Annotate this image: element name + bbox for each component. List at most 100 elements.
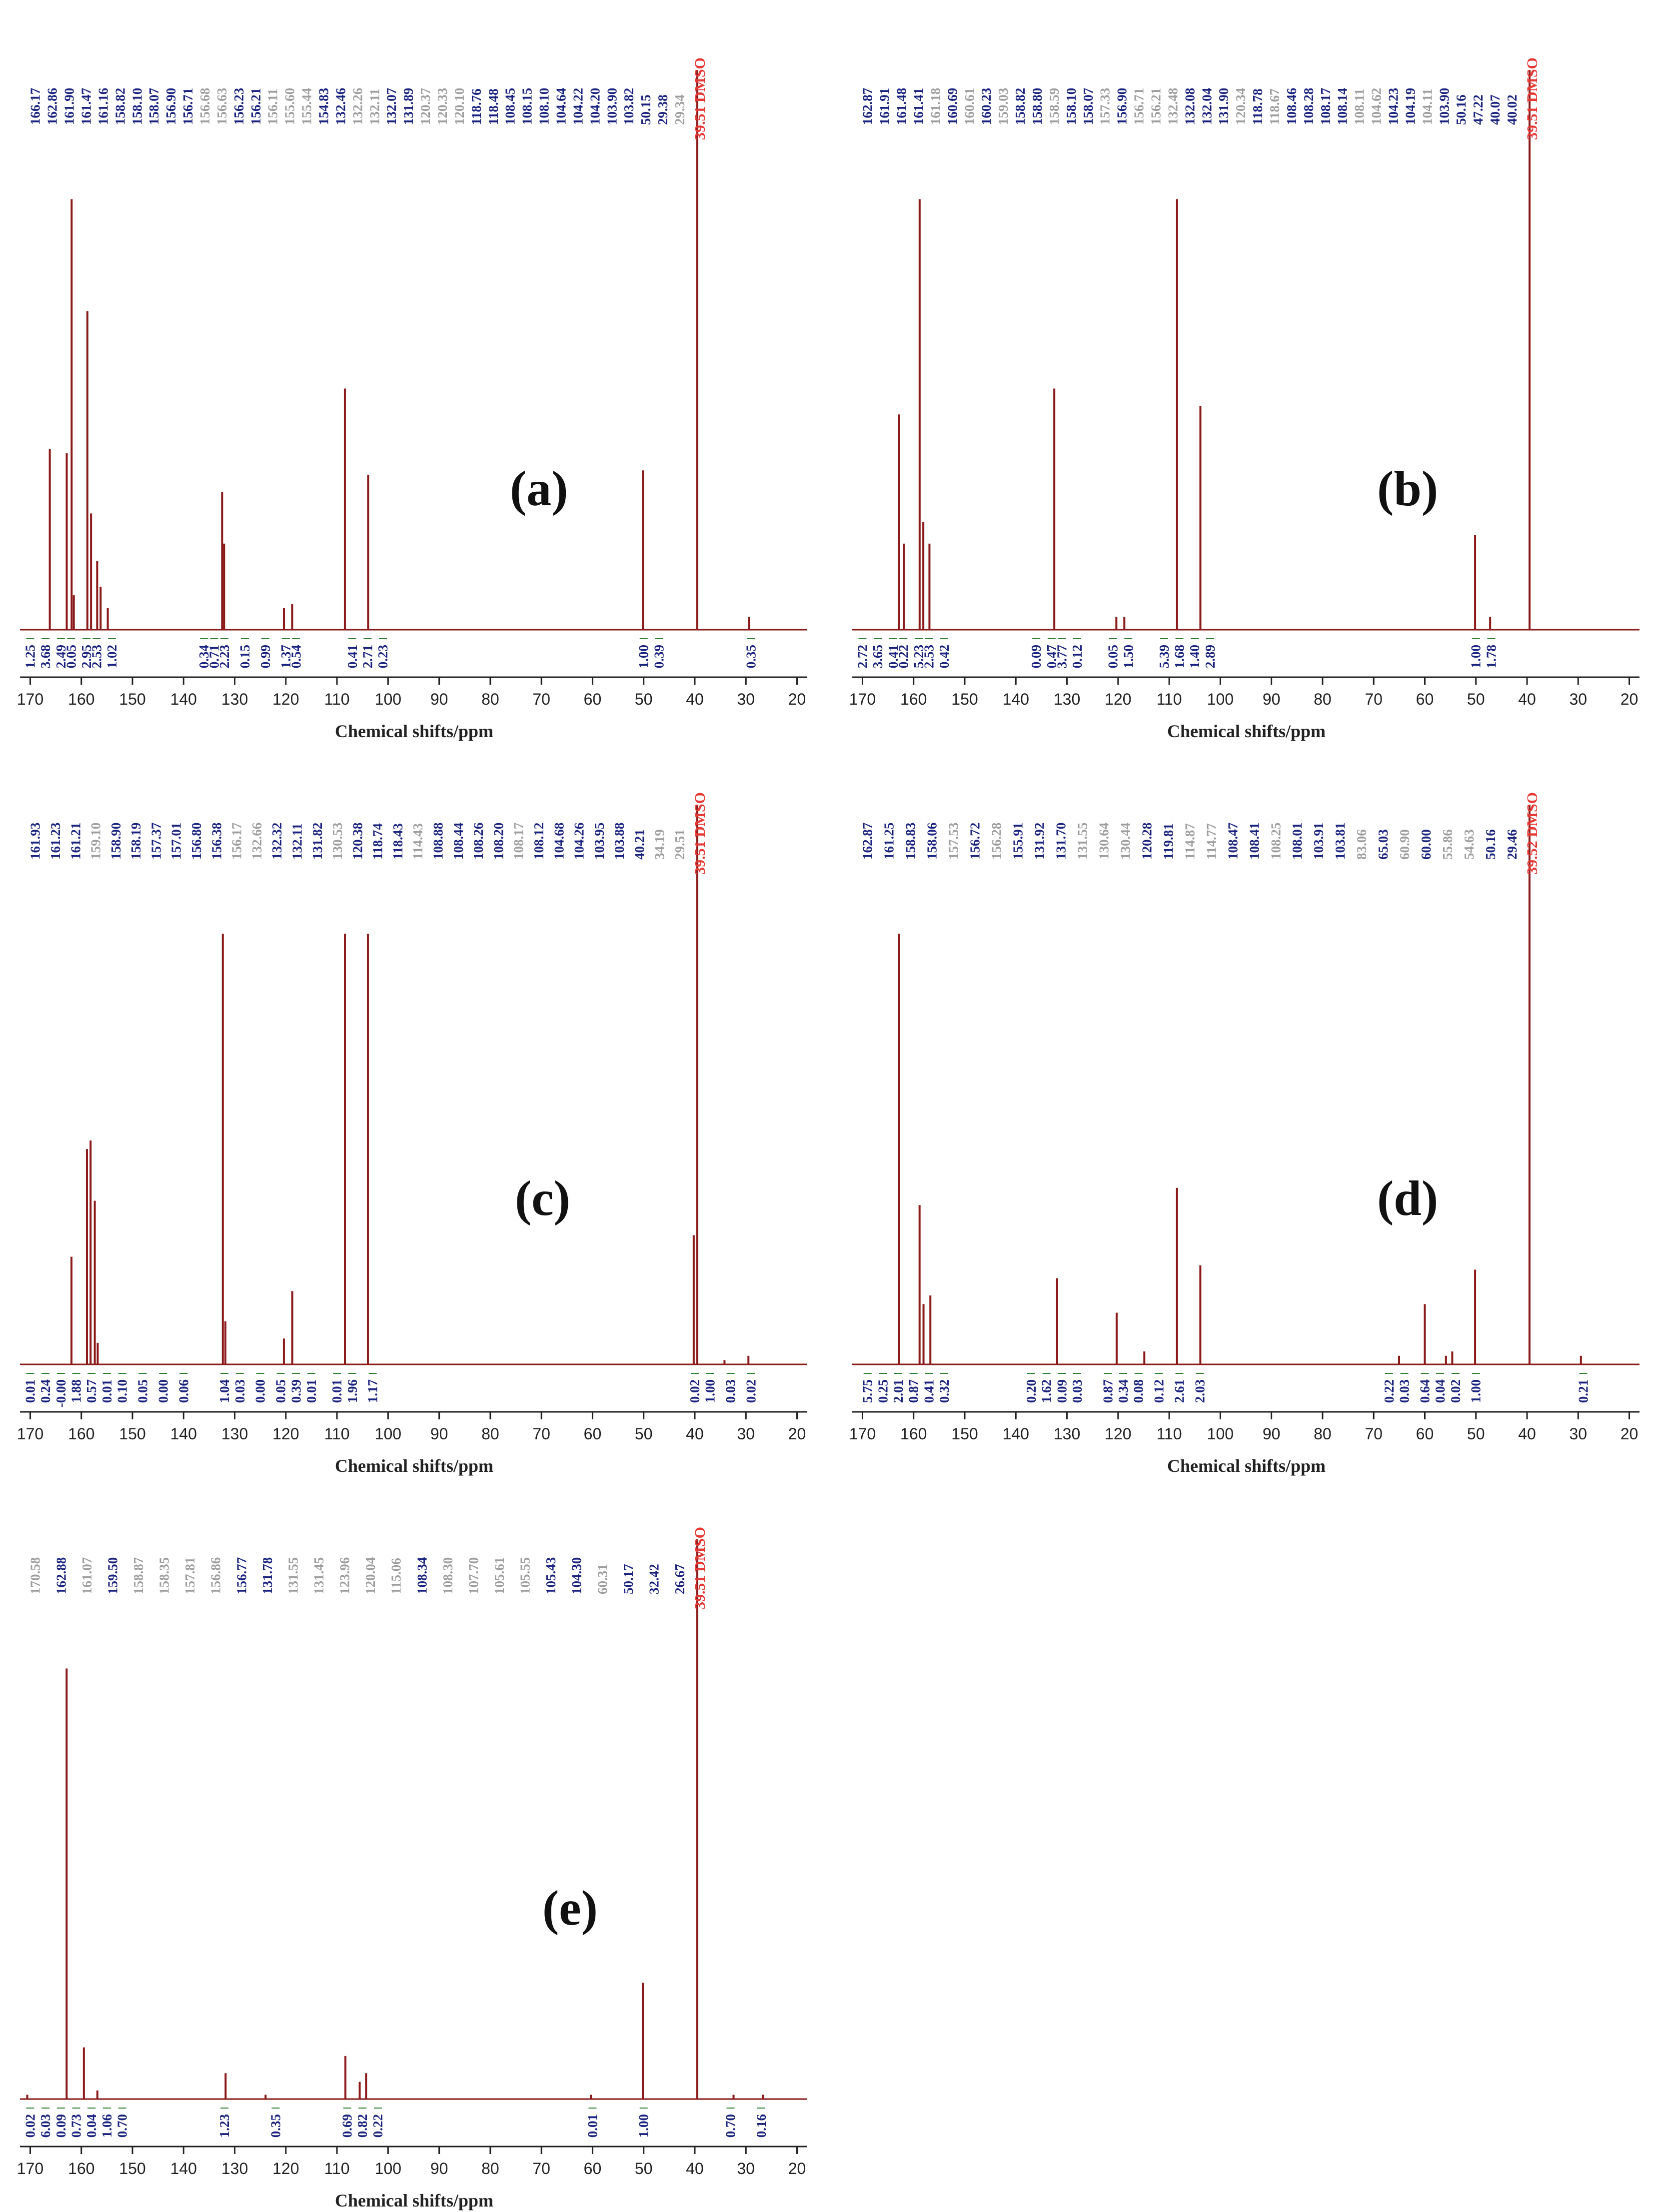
peak-shift-label: 104.19 [1403,88,1418,125]
integral-value: 0.42 [937,645,952,668]
integral-value: 2.53 [921,645,936,668]
peak-shift-label: 103.82 [621,88,636,125]
integral-value: 5.39 [1157,645,1172,668]
x-tick-label: 110 [1157,690,1182,708]
peak-shift-label: 156.21 [1148,88,1163,125]
peak-shift-label: 157.37 [148,823,163,860]
peak-shift-label: 160.23 [979,88,994,125]
peak-shift-label: 156.90 [1115,88,1130,125]
integral-value: 0.32 [937,1379,952,1403]
x-tick-label: 90 [1263,1425,1281,1443]
peak-shift-label: 158.80 [1030,88,1045,125]
x-tick-label: 100 [375,1425,401,1443]
integral-value: 0.69 [340,2114,355,2138]
peak-shift-label: 104.20 [587,88,602,125]
peak-shift-label: 118.76 [469,88,484,125]
integral-value: 3.65 [870,645,885,668]
integral-value: 0.00 [155,1379,170,1403]
integral-value: 5.75 [860,1379,875,1403]
peak-shift-label: 114.87 [1182,823,1197,860]
peak-shift-label: 159.10 [88,823,103,860]
peak-shift-label: 132.08 [1182,88,1197,125]
peak-shift-label: 29.38 [655,94,670,125]
peak-shift-label: 108.45 [503,88,518,125]
peak-shift-label: 158.35 [157,1557,172,1594]
peak-shift-label: 161.48 [894,88,909,125]
peak-shift-label: 161.41 [911,88,926,125]
spectrum-plot-c: 170 160 150 140 130 120 110 100 90 80 70 60 50 40 30 20… [17,792,807,1443]
peak-shift-label: 158.07 [1081,88,1096,125]
x-tick-label: 50 [1467,1425,1485,1443]
peak-shift-label: 104.11 [1420,88,1435,125]
peak-shift-label: 131.70 [1053,823,1068,860]
integral-value: 0.02 [22,2114,37,2138]
x-tick-label: 150 [119,2160,145,2178]
x-tick-label: 50 [1467,690,1485,708]
integral-value: 0.16 [754,2114,769,2138]
integral-value: 2.49 [53,645,68,668]
integral-value: 0.99 [258,645,273,668]
x-axis-label: Chemical shifts/ppm [335,721,494,741]
peak-shift-label: 158.59 [1047,88,1062,125]
peak-shift-label: 83.06 [1354,829,1369,860]
peak-shift-label: 29.51 [672,829,687,860]
peak-shift-label: 156.71 [180,88,195,125]
panel-label: (b) [1377,461,1439,516]
peak-shift-label: 120.33 [435,88,450,125]
peak-shift-label: 34.19 [652,829,667,860]
peak-shift-label: 132.11 [367,88,382,125]
peak-shift-label: 103.91 [1311,823,1326,860]
peak-shift-label: 158.06 [925,823,940,860]
peak-shift-label: 40.21 [632,829,647,860]
peak-shift-label: 156.11 [265,88,280,125]
peak-shift-label: 154.83 [316,88,331,125]
integral-value: 2.01 [891,1379,906,1403]
peak-shift-label: 159.50 [105,1557,120,1594]
integral-value: 1.00 [1469,1379,1484,1403]
x-tick-label: 100 [375,2160,401,2178]
peak-shift-label: 104.68 [551,823,566,860]
peak-shift-label: 158.83 [903,823,918,860]
integral-value: 1.17 [365,1379,380,1403]
x-tick-label: 30 [737,690,755,708]
peak-shift-label: 161.21 [68,823,83,860]
integral-value: 0.57 [84,1379,99,1403]
integral-value: 0.20 [1024,1379,1039,1403]
peak-shift-label: 161.16 [95,88,110,125]
x-tick-label: 120 [1105,690,1131,708]
x-tick-label: 60 [584,690,602,708]
integral-value: 1.00 [1469,645,1484,668]
integral-value: 0.03 [723,1379,738,1403]
integral-value: 1.00 [636,645,651,668]
x-tick-label: 80 [481,690,499,708]
peak-shift-label: 114.43 [410,823,425,860]
x-tick-label: 150 [951,1425,978,1443]
peak-shift-label: 161.25 [882,823,897,860]
x-tick-label: 110 [324,2160,350,2178]
integral-value: 6.03 [38,2114,53,2138]
x-tick-label: 60 [584,2160,602,2178]
x-tick-label: 40 [686,690,704,708]
peak-shift-label: 156.80 [189,823,204,860]
x-tick-label: 40 [1518,1425,1536,1443]
peak-shift-label: 108.34 [414,1557,429,1594]
integral-value: 0.05 [273,1379,288,1403]
peak-shift-label: 161.18 [928,88,943,125]
peak-shift-label: 158.90 [108,823,123,860]
integral-value: 0.02 [744,1379,759,1403]
integral-value: 1.04 [217,1379,232,1403]
peak-shift-label: 120.28 [1139,823,1154,860]
x-tick-label: 20 [788,690,806,708]
integral-value: 2.89 [1203,645,1218,668]
integral-value: 0.09 [1029,645,1044,668]
x-tick-label: 120 [272,2160,299,2178]
integral-value: 0.70 [723,2114,738,2138]
x-tick-label: 130 [1054,690,1080,708]
peak-shift-label: 157.33 [1098,88,1113,125]
integral-value: 1.00 [636,2114,651,2138]
integral-value: 0.01 [99,1379,114,1403]
x-tick-label: 140 [1003,1425,1029,1443]
spectrum-panel-e: 170 160 150 140 130 120 110 100 90 80 70 60 50 40 30 20… [0,1469,825,2211]
peak-shift-label: 108.88 [431,823,446,860]
peak-shift-label: 131.55 [1075,823,1090,860]
